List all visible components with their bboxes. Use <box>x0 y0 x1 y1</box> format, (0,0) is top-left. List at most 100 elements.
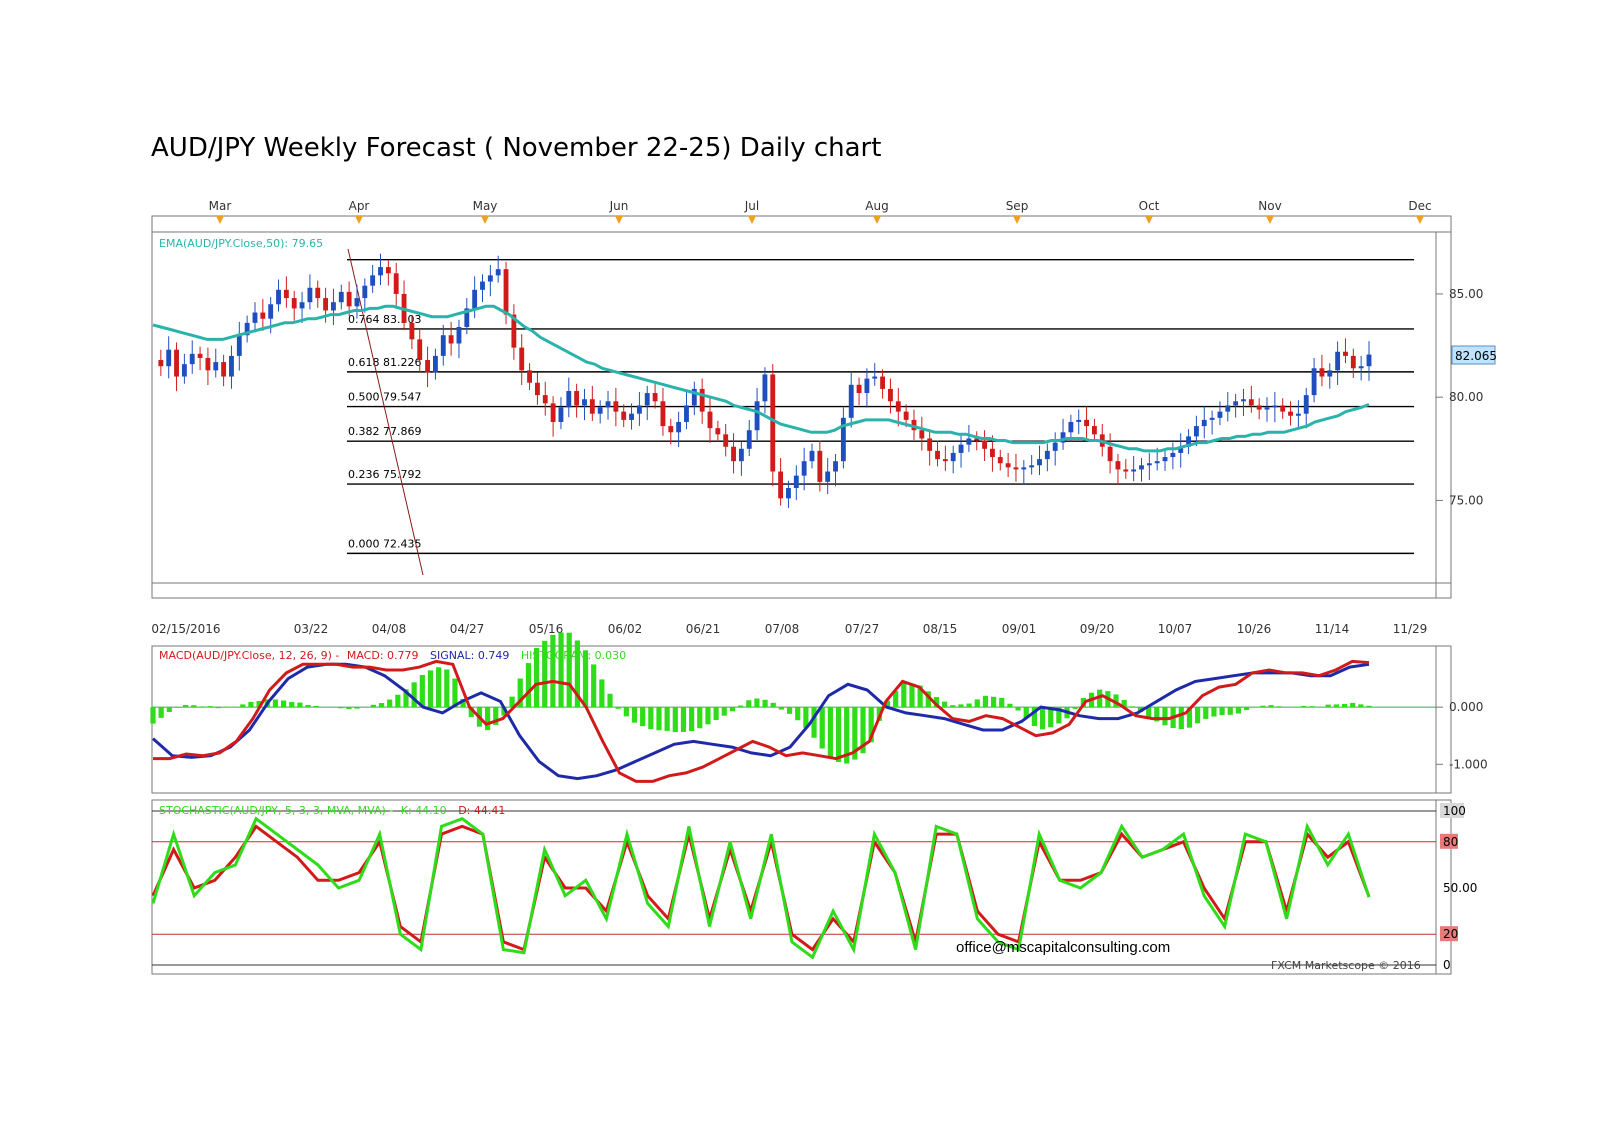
month-marker <box>615 216 623 224</box>
candle-body <box>1225 405 1231 412</box>
candle-body <box>236 335 242 356</box>
candle-body <box>354 298 360 307</box>
macd-histogram-bar <box>999 697 1005 708</box>
macd-histogram-bar <box>574 640 580 708</box>
candle-body <box>480 281 485 290</box>
macd-histogram-bar <box>917 685 923 708</box>
candle-body <box>1068 421 1074 433</box>
candle-body <box>613 401 619 412</box>
candle-body <box>935 450 940 460</box>
candle-body <box>684 405 689 422</box>
macd-histogram-bar <box>240 704 246 708</box>
candle-body <box>385 267 391 274</box>
month-label: Jun <box>609 199 629 213</box>
candle-body <box>1123 469 1129 472</box>
candle-body <box>1358 366 1364 369</box>
candle-body <box>1193 426 1199 437</box>
macd-histogram-bar <box>795 707 801 721</box>
macd-histogram-bar <box>1292 706 1299 708</box>
date-label: 04/27 <box>450 622 485 636</box>
stochastic-tick-label: 0 <box>1443 958 1451 972</box>
macd-histogram-bar <box>884 700 891 708</box>
macd-histogram-bar <box>990 696 997 708</box>
month-marker <box>1013 216 1021 224</box>
candle-body <box>1037 459 1042 466</box>
candle-body <box>221 362 227 377</box>
macd-histogram-bar <box>1358 704 1364 708</box>
candle-body <box>770 374 776 472</box>
month-marker <box>1145 216 1153 224</box>
macd-histogram-bar <box>370 704 376 708</box>
month-label: Oct <box>1139 199 1160 213</box>
candle-body <box>668 426 674 433</box>
macd-histogram-bar <box>387 699 393 708</box>
candle-body <box>644 393 650 406</box>
month-label: Aug <box>865 199 888 213</box>
month-marker <box>355 216 363 224</box>
macd-histogram-bar <box>656 707 662 731</box>
month-label: May <box>473 199 498 213</box>
macd-histogram-bar <box>289 702 295 708</box>
candle-body <box>636 405 642 414</box>
candle-body <box>880 376 886 389</box>
macd-histogram-bar <box>174 707 181 708</box>
candle-body <box>534 382 540 396</box>
candle-body <box>1280 405 1286 412</box>
macd-histogram-bar <box>778 707 785 710</box>
macd-histogram-bar <box>1146 707 1152 718</box>
macd-histogram-bar <box>297 702 303 708</box>
month-label: Mar <box>209 199 232 213</box>
macd-histogram-bar <box>419 675 425 708</box>
candle-body <box>166 349 172 367</box>
macd-histogram-bar <box>223 706 230 708</box>
candle-body <box>1366 354 1372 367</box>
macd-histogram-bar <box>1235 707 1242 714</box>
candle-body <box>848 384 854 418</box>
candle-body <box>299 302 305 309</box>
price-axis-ticks: 85.00 80.00 75.00 <box>1436 287 1483 507</box>
macd-histogram-bar <box>1325 704 1331 708</box>
macd-histogram-bar <box>615 707 621 709</box>
candle-body <box>1044 450 1050 460</box>
macd-histogram-bar <box>403 689 409 708</box>
current-price-label: 82.065 <box>1455 349 1497 363</box>
macd-histogram-bar <box>566 632 572 708</box>
date-label: 08/15 <box>923 622 958 636</box>
macd-histogram-bar <box>631 707 638 723</box>
candle-body <box>432 355 438 373</box>
macd-histogram-bar <box>411 682 417 708</box>
candle-body <box>197 353 203 358</box>
macd-histogram-bar <box>1243 707 1250 711</box>
candle-body <box>1288 411 1293 416</box>
candle-body <box>817 450 823 482</box>
candle-body <box>487 275 493 282</box>
candle-body <box>950 452 956 462</box>
macd-histogram-bar <box>950 705 956 708</box>
macd-histogram-bar <box>1195 707 1201 724</box>
month-marker <box>873 216 881 224</box>
candle-body <box>566 390 572 408</box>
macd-histogram-bar <box>901 682 907 708</box>
candle-body <box>205 357 211 371</box>
candle-body <box>331 302 336 311</box>
macd-histogram-bar <box>582 650 589 708</box>
macd-histogram-bar <box>1366 705 1372 708</box>
candle-body <box>1303 395 1309 414</box>
macd-histogram-bar <box>868 707 874 743</box>
candle-body <box>589 399 595 414</box>
month-label: Nov <box>1258 199 1281 213</box>
macd-histogram-bar <box>958 704 964 708</box>
candle-body <box>597 407 603 414</box>
macd-histogram-bar <box>705 707 711 725</box>
stochastic-label-prefix: STOCHASTIC(AUD/JPY, 5, 3, 3, MVA, MVA) - <box>159 804 393 817</box>
month-marker <box>216 216 224 224</box>
candle-body <box>527 370 532 383</box>
candle-body <box>1091 426 1097 435</box>
macd-histogram-bar <box>248 701 254 708</box>
candlesticks <box>158 253 1372 509</box>
candle-body <box>778 471 784 499</box>
candle-body <box>417 339 423 361</box>
candle-body <box>1060 432 1066 443</box>
macd-histogram-bar <box>1260 705 1266 708</box>
